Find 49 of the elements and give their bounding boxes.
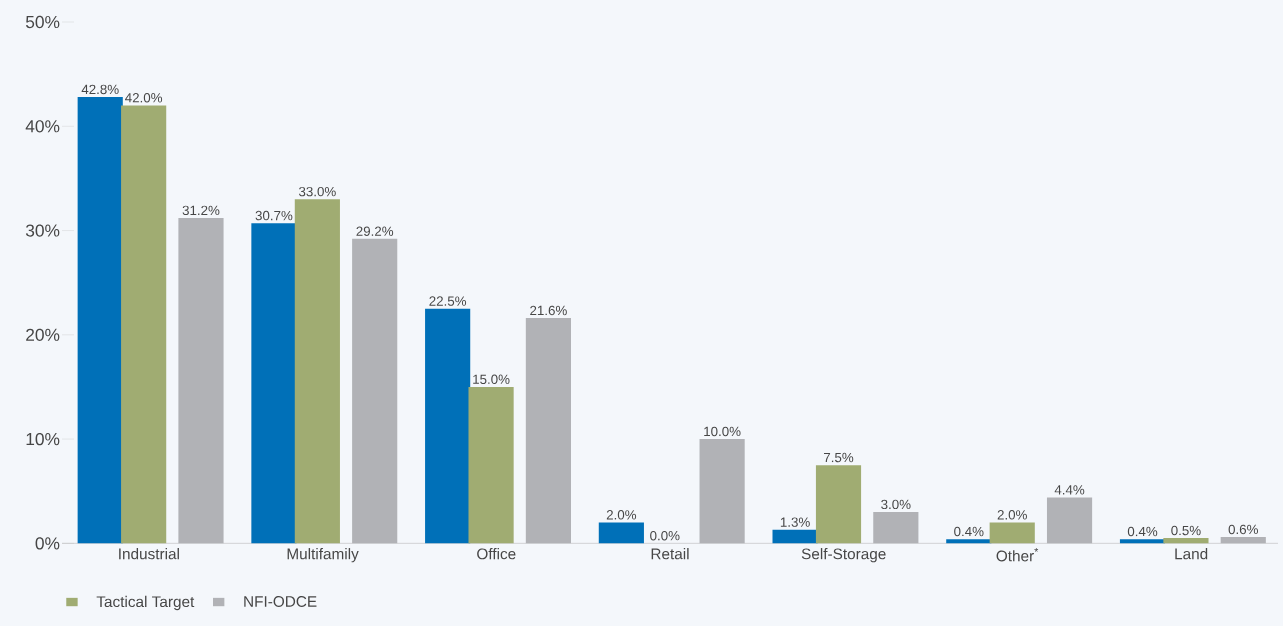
- bar: [815, 465, 862, 544]
- data-label: 7.5%: [824, 452, 854, 463]
- data-label: 33.0%: [298, 186, 336, 197]
- data-label: 42.0%: [125, 93, 163, 103]
- x-tick-label: Office: [477, 548, 516, 560]
- data-label: 2.0%: [606, 510, 637, 520]
- bar: [989, 522, 1035, 544]
- y-tick-label: 20%: [26, 328, 60, 341]
- bar: [946, 539, 992, 544]
- bar: [1119, 539, 1166, 544]
- bar: [121, 105, 167, 544]
- data-label: 29.2%: [356, 226, 394, 236]
- data-label: 2.0%: [997, 510, 1027, 520]
- y-tick-label: 0%: [35, 537, 60, 550]
- y-tick-label: 50%: [25, 15, 60, 29]
- y-tick-label: 40%: [25, 120, 60, 133]
- data-label: 42.8%: [81, 84, 119, 95]
- bar: [598, 522, 644, 544]
- y-tick-label: 30%: [25, 224, 60, 237]
- x-tick-label: Retail: [651, 548, 689, 560]
- bar: [425, 308, 471, 544]
- y-tick-label: 10%: [26, 432, 60, 446]
- bar: [251, 223, 297, 544]
- data-label: 21.6%: [530, 305, 567, 316]
- data-label: 15.0%: [473, 374, 510, 384]
- x-tick-label: Multifamily: [287, 548, 359, 563]
- bar: [77, 97, 123, 544]
- x-tick-label: Self-Storage: [801, 548, 886, 563]
- legend-label: Tactical Target: [96, 595, 195, 611]
- data-label: 0.6%: [1228, 524, 1258, 535]
- x-tick-label: Industrial: [119, 548, 179, 560]
- bar: [772, 529, 818, 544]
- x-tick-label: Land: [1175, 548, 1208, 560]
- data-label: 0.4%: [1127, 526, 1158, 537]
- data-label: 4.4%: [1054, 485, 1085, 495]
- data-label: 0.4%: [954, 526, 984, 537]
- data-label: 0.0%: [650, 530, 680, 541]
- bar: [1163, 538, 1209, 544]
- data-label: 30.7%: [255, 210, 293, 221]
- data-label: 22.5%: [429, 296, 467, 306]
- bar: [294, 199, 340, 544]
- legend-label: NFI-ODCE: [244, 596, 317, 607]
- data-label: 1.3%: [780, 517, 810, 527]
- data-label: 31.2%: [182, 205, 220, 216]
- data-label: 0.5%: [1171, 525, 1201, 536]
- bar: [468, 386, 514, 544]
- x-tick-label: Other$^{*}$: [996, 548, 1039, 562]
- data-label: 3.0%: [881, 499, 911, 510]
- data-label: 10.0%: [704, 426, 741, 437]
